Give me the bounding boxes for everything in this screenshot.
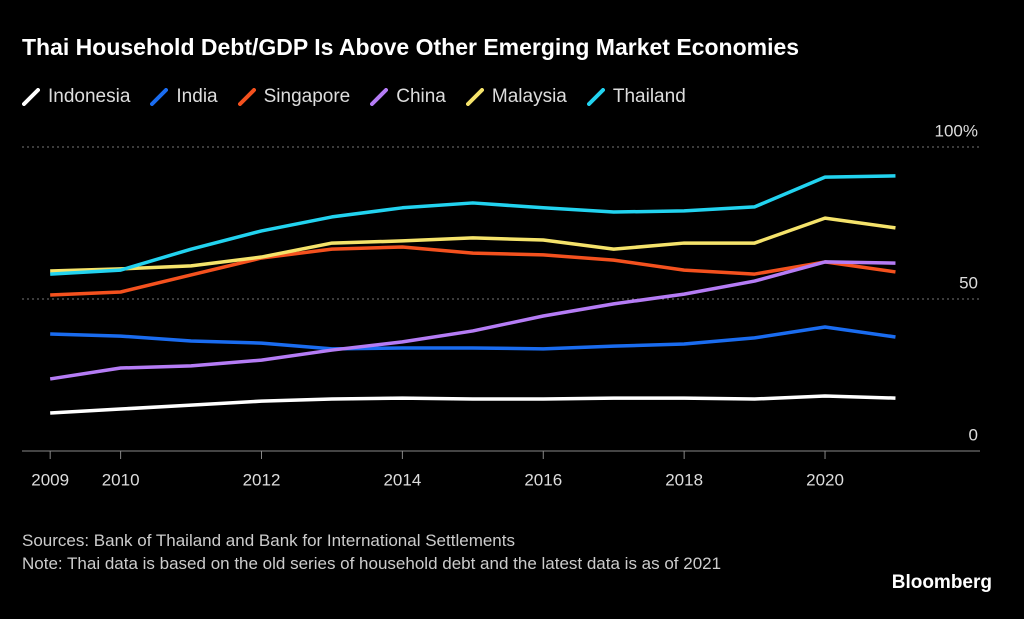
legend-label: Indonesia [48, 86, 131, 107]
legend-swatch [586, 88, 605, 106]
series-line [50, 174, 896, 276]
legend-line [370, 88, 389, 106]
legend-swatch [237, 88, 256, 106]
legend-item: Indonesia [22, 86, 130, 108]
legend-swatch [370, 88, 389, 106]
y-tick-label: 100% [935, 121, 978, 140]
legend-item: China [370, 86, 446, 108]
x-tick-label: 2010 [102, 470, 140, 489]
series-line [50, 394, 896, 415]
legend-line [237, 88, 256, 106]
legend-swatch [150, 88, 169, 106]
series-line [50, 216, 896, 273]
x-tick-label: 2009 [31, 470, 69, 489]
legend-label: Malaysia [491, 86, 567, 107]
series-line [49, 260, 896, 381]
legend-label: Thailand [612, 86, 686, 107]
legend-line [150, 88, 169, 106]
x-tick-label: 2012 [243, 470, 281, 489]
legend-label: Singapore [263, 86, 351, 107]
legend: Indonesia India Singapore China Malaysia Thai… [22, 86, 686, 108]
legend-item: India [150, 86, 218, 108]
legend-line [22, 88, 40, 106]
legend-line [465, 88, 484, 106]
x-tick-label: 2014 [383, 470, 421, 489]
legend-swatch [465, 88, 484, 106]
chart-title: Thai Household Debt/GDP Is Above Other E… [22, 34, 800, 60]
legend-swatch [22, 88, 40, 106]
x-tick-label: 2018 [665, 470, 703, 489]
x-tick-label: 2020 [806, 470, 844, 489]
legend-label: China [396, 86, 446, 107]
note: Note: Thai data is based on the old seri… [22, 554, 722, 573]
series-line [50, 325, 896, 351]
brand: Bloomberg [891, 572, 992, 593]
x-tick-label: 2016 [524, 470, 562, 489]
legend-item: Thailand [586, 86, 686, 108]
legend-item: Malaysia [465, 86, 567, 108]
series-line [50, 245, 896, 297]
legend-line [586, 88, 605, 106]
y-tick-label: 50 [959, 273, 978, 292]
y-tick-label: 0 [969, 425, 978, 444]
legend-label: India [176, 86, 218, 107]
sources: Sources: Bank of Thailand and Bank for I… [22, 531, 515, 550]
legend-item: Singapore [237, 86, 351, 108]
